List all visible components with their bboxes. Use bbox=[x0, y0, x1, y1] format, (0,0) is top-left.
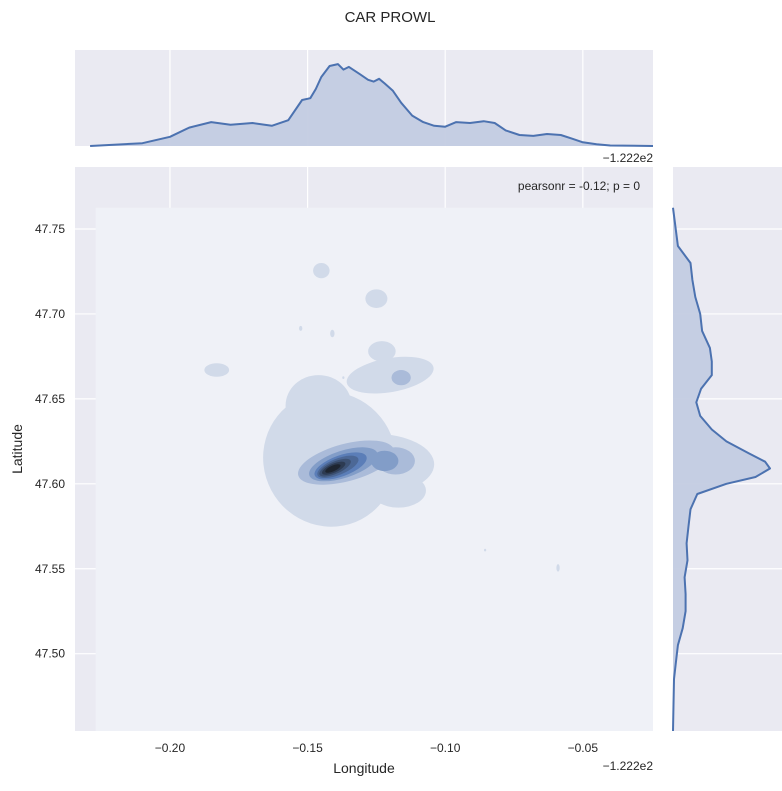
kde-contour-level-1 bbox=[285, 375, 352, 437]
right-marginal-axes bbox=[672, 167, 782, 732]
y-tick-label: 47.50 bbox=[35, 647, 65, 661]
kde-contour-level-1 bbox=[370, 473, 426, 508]
joint-axes: pearsonr = -0.12; p = 0 −0.20 −0.15 −0.10−… bbox=[9, 167, 653, 776]
kde-contour-level-3 bbox=[370, 450, 399, 472]
chart-title: CAR PROWL bbox=[345, 9, 436, 26]
kde-contour-level-2 bbox=[391, 370, 411, 386]
top-marginal-density bbox=[90, 63, 654, 147]
kde-contours bbox=[95, 207, 653, 731]
right-marginal-density bbox=[672, 207, 771, 732]
top-marginal-axes: −1.222e2 bbox=[75, 50, 653, 165]
x-tick-label: −0.10 bbox=[430, 741, 461, 755]
kde-contour-level-1 bbox=[326, 477, 371, 522]
y-tick-label: 47.75 bbox=[35, 222, 65, 236]
kde-contour-level-1 bbox=[204, 363, 230, 377]
right-density-line bbox=[672, 207, 771, 732]
y-axis-label: Latitude bbox=[9, 424, 25, 474]
kde-contour-level-1 bbox=[299, 325, 303, 331]
kde-contour-level-1 bbox=[365, 289, 388, 308]
kde-contour-level-1 bbox=[556, 564, 560, 572]
pearsonr-annotation: pearsonr = -0.12; p = 0 bbox=[518, 179, 640, 193]
x-axis-label: Longitude bbox=[333, 760, 395, 776]
kde-contour-level-1 bbox=[484, 548, 487, 552]
x-offset-label: −1.222e2 bbox=[603, 759, 654, 773]
y-tick-label: 47.55 bbox=[35, 562, 65, 576]
y-tick-label: 47.65 bbox=[35, 392, 65, 406]
kde-contour-level-8 bbox=[325, 464, 341, 473]
top-x-offset-label: −1.222e2 bbox=[603, 151, 654, 165]
kde-contour-level-1 bbox=[313, 262, 330, 279]
x-tick-label: −0.15 bbox=[292, 741, 323, 755]
x-tick-label: −0.05 bbox=[568, 741, 599, 755]
kde-contour-level-1 bbox=[342, 376, 345, 380]
y-tick-labels: 47.50 47.55 47.60 47.65 47.70 47.75 bbox=[35, 222, 65, 661]
y-tick-label: 47.70 bbox=[35, 307, 65, 321]
kde-contour-level-1 bbox=[330, 329, 335, 338]
kde-contour-level-1 bbox=[346, 356, 434, 394]
top-density-line bbox=[90, 63, 654, 147]
x-tick-label: −0.20 bbox=[155, 741, 186, 755]
x-tick-labels: −0.20 −0.15 −0.10 −0.05 bbox=[155, 741, 599, 755]
kde-contour-level-1 bbox=[368, 341, 396, 362]
right-density-fill bbox=[673, 207, 770, 731]
y-tick-label: 47.60 bbox=[35, 477, 65, 491]
